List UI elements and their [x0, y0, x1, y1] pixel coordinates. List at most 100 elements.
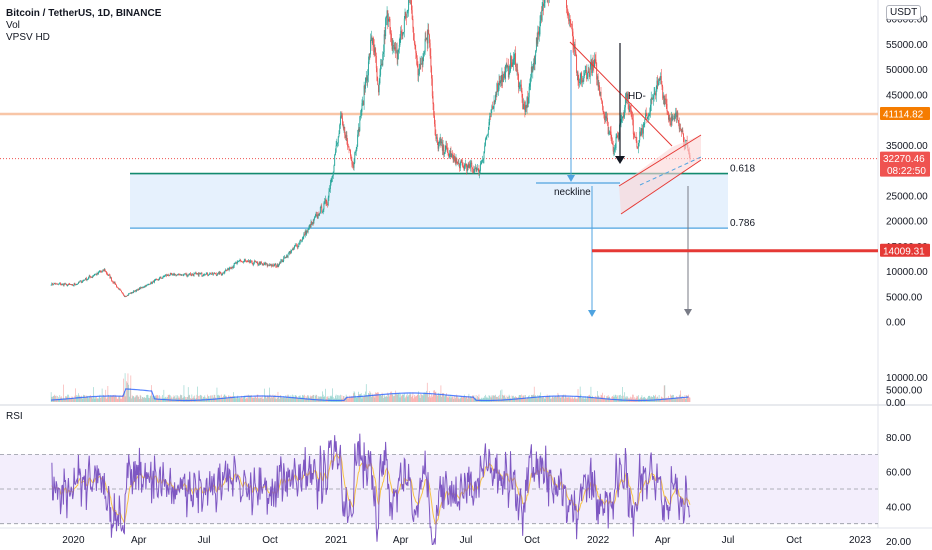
volume-bar — [320, 396, 322, 402]
candle-body — [451, 153, 453, 158]
current-price-badge[interactable] — [880, 151, 930, 177]
volume-bar — [52, 396, 53, 402]
volume-bar — [676, 396, 677, 402]
candle-body — [313, 218, 315, 224]
rsi-pane[interactable] — [0, 433, 878, 545]
volume-bar — [77, 395, 79, 402]
candle-body — [300, 239, 302, 241]
candle-body — [156, 279, 158, 281]
volume-bar — [171, 396, 173, 402]
symbol-title[interactable]: Bitcoin / TetherUS, 1D, BINANCE — [6, 8, 162, 19]
candle-body — [510, 55, 512, 63]
candle-body — [205, 273, 207, 275]
volume-bar — [429, 395, 431, 402]
candle-body — [182, 274, 183, 276]
volume-bar — [216, 387, 218, 402]
candle-body — [508, 72, 510, 78]
rsi-legend[interactable]: RSI — [6, 411, 23, 423]
candle-body — [487, 134, 489, 136]
bear-flag-channel[interactable] — [619, 135, 701, 214]
volume-bar — [426, 390, 427, 402]
candle-body — [294, 245, 296, 247]
volume-bar — [97, 398, 99, 402]
volume-bar — [259, 396, 261, 402]
volume-bar — [367, 396, 369, 402]
candle-body — [662, 95, 664, 99]
volume-bar — [418, 391, 420, 402]
volume-bar — [504, 394, 506, 402]
vpsv-indicator-label[interactable]: VPSV HD — [6, 32, 50, 43]
volume-bar — [524, 397, 526, 402]
volume-bar — [85, 397, 86, 402]
volume-bar — [96, 398, 98, 402]
resistance-price-badge[interactable] — [880, 106, 930, 120]
candle-body — [617, 137, 619, 140]
candle-body — [301, 238, 303, 241]
rsi-line[interactable] — [51, 433, 691, 545]
candle-body — [133, 290, 135, 292]
volume-bar — [454, 398, 456, 402]
candle-body — [81, 281, 83, 283]
candle-body — [672, 118, 674, 120]
candle-body — [530, 66, 532, 78]
volume-bar — [368, 393, 370, 402]
channel-lower-line[interactable] — [620, 159, 702, 215]
volume-bar — [139, 398, 140, 402]
volume-bar — [141, 398, 142, 402]
volume-tick-label: 0.00 — [886, 398, 906, 409]
volume-bar — [347, 398, 349, 402]
volume-bar — [235, 398, 237, 402]
candle-body — [261, 263, 263, 265]
volume-bar — [503, 395, 505, 402]
channel-upper-line[interactable] — [618, 134, 702, 187]
volume-bar — [113, 396, 115, 402]
volume-bar — [558, 394, 559, 402]
candle-body — [136, 289, 138, 291]
candle-body — [382, 54, 384, 66]
candle-body — [281, 259, 283, 262]
candle-body — [462, 165, 464, 168]
candle-body — [538, 34, 540, 36]
volume-bar — [492, 395, 493, 402]
volume-bar — [301, 397, 303, 402]
volume-bar — [472, 395, 474, 402]
target-price-badge[interactable] — [880, 243, 930, 257]
candle-body — [445, 145, 447, 151]
volume-bar — [681, 395, 683, 402]
volume-indicator-label[interactable]: Vol — [6, 20, 20, 31]
candle-body — [179, 274, 181, 276]
volume-bar — [441, 393, 443, 402]
volume-bar — [104, 397, 106, 402]
candle-body — [116, 284, 117, 287]
candle-body — [76, 283, 78, 285]
candle-body — [632, 119, 634, 134]
volume-bar — [139, 394, 141, 402]
volume-bar — [689, 397, 691, 402]
candle-body — [625, 93, 627, 98]
rsi-label[interactable]: RSI — [6, 411, 23, 422]
volume-bar — [50, 392, 52, 402]
volume-bar — [258, 398, 259, 402]
candle-body — [101, 271, 103, 272]
candle-body — [576, 54, 578, 73]
candle-body — [533, 62, 534, 69]
volume-bar — [592, 395, 593, 402]
volume-bar — [73, 398, 75, 402]
volume-bar — [655, 394, 656, 402]
candle-body — [270, 264, 272, 266]
time-tick-label: Jul — [198, 535, 211, 546]
volume-bar — [419, 397, 421, 402]
volume-bar — [471, 396, 473, 402]
currency-badge[interactable]: USDT — [886, 5, 922, 20]
candle-body — [405, 11, 407, 17]
volume-bar — [669, 398, 671, 402]
rsi-tick-label: 40.00 — [886, 502, 911, 513]
volume-bar — [255, 396, 257, 402]
volume-tick-label: 5000.00 — [886, 386, 923, 397]
hd-pattern-line[interactable] — [569, 41, 673, 147]
candle-body — [243, 261, 244, 263]
time-tick-label: Oct — [262, 535, 278, 546]
symbol-legend[interactable]: Bitcoin / TetherUS, 1D, BINANCE Vol VPSV… — [6, 8, 161, 44]
